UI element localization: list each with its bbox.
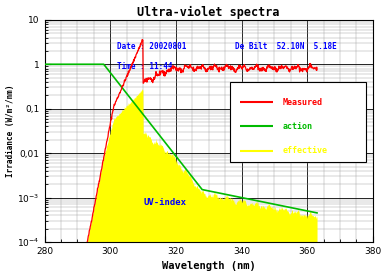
- Title: Ultra-violet spectra: Ultra-violet spectra: [137, 6, 280, 19]
- Bar: [230, 82, 366, 162]
- Text: Measured: Measured: [283, 98, 323, 107]
- Text: De Bilt  52.10N  5.18E: De Bilt 52.10N 5.18E: [235, 42, 337, 51]
- Text: Date : 20020801: Date : 20020801: [117, 42, 186, 51]
- Text: Time : 11:44: Time : 11:44: [117, 62, 172, 71]
- Text: action: action: [283, 122, 313, 131]
- Text: UV-index: UV-index: [143, 198, 186, 207]
- Y-axis label: Irradiance (W/m²/nm): Irradiance (W/m²/nm): [5, 85, 15, 177]
- Text: effective: effective: [283, 147, 327, 155]
- X-axis label: Wavelength (nm): Wavelength (nm): [162, 261, 255, 271]
